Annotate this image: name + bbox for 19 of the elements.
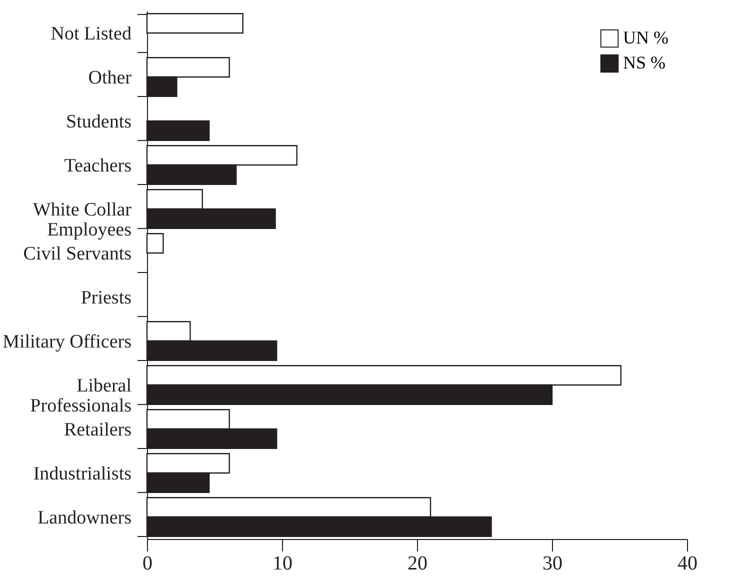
y-tick-label: Military Officers bbox=[2, 332, 132, 352]
y-tick-label: Industrialists bbox=[33, 464, 132, 484]
y-tick-label: Students bbox=[66, 112, 132, 132]
x-tick-label: 10 bbox=[272, 552, 292, 574]
legend-label: UN % bbox=[623, 28, 668, 48]
x-tick-label: 0 bbox=[142, 552, 152, 574]
x-tick-label: 40 bbox=[678, 552, 698, 574]
y-tick-label: White Collar Employees bbox=[32, 200, 132, 240]
y-tick-label: Civil Servants bbox=[23, 244, 132, 264]
x-tick-label: 30 bbox=[542, 552, 562, 574]
legend-label: NS % bbox=[623, 52, 666, 72]
x-tick-label: 20 bbox=[408, 552, 428, 574]
y-tick-label: Landowners bbox=[38, 508, 132, 528]
y-tick-label: Retailers bbox=[64, 420, 132, 440]
y-tick-label: Liberal Professionals bbox=[30, 376, 132, 416]
y-tick-label: Other bbox=[88, 68, 132, 88]
y-tick-label: Priests bbox=[80, 288, 132, 308]
y-tick-label: Not Listed bbox=[50, 24, 132, 44]
y-tick-label: Teachers bbox=[64, 156, 132, 176]
